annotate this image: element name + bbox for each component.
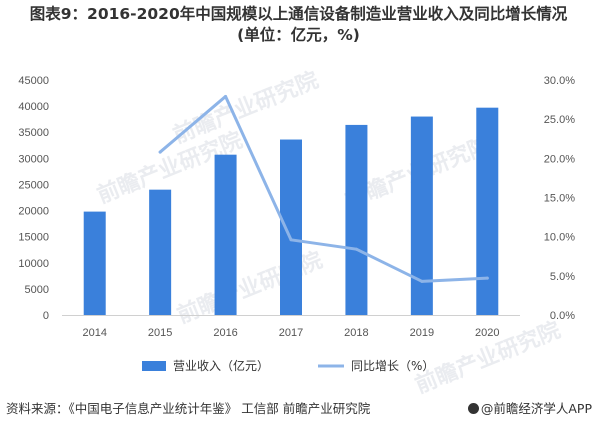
legend-label-line: 同比增长（%） [351, 359, 434, 373]
y-right-tick-label: 20.0% [544, 153, 575, 165]
y-left-tick-label: 35000 [18, 127, 49, 139]
y-left-tick-label: 30000 [18, 153, 49, 165]
y-left-tick-label: 15000 [18, 232, 49, 244]
x-tick-label: 2017 [279, 327, 303, 339]
brand-logo-icon [467, 403, 479, 414]
growth-rate-point [158, 150, 162, 154]
chart-title-line2: (单位：亿元，%) [237, 26, 360, 44]
x-tick-label: 2020 [475, 327, 499, 339]
bar-2014 [83, 211, 106, 315]
y-left-tick-label: 25000 [18, 179, 49, 191]
bar-2015 [149, 189, 172, 315]
y-right-tick-label: 15.0% [544, 193, 575, 205]
footer: 资料来源：《中国电子信息产业统计年鉴》 工信部 前瞻产业研究院 @前瞻经济学人A… [0, 398, 597, 418]
brand-text: @前瞻经济学人APP [480, 401, 592, 416]
bar-2016 [214, 154, 237, 315]
legend-swatch-bar [142, 361, 166, 371]
bar-2018 [345, 124, 368, 316]
x-tick-label: 2019 [410, 327, 434, 339]
y-left-tick-label: 10000 [18, 258, 49, 270]
growth-rate-point [224, 94, 228, 98]
growth-rate-point [354, 247, 358, 251]
bar-2017 [280, 139, 302, 315]
bar-2020 [476, 107, 499, 315]
x-tick-label: 2016 [213, 327, 237, 339]
bar-2019 [410, 116, 433, 315]
y-left-tick-label: 40000 [18, 101, 49, 113]
growth-rate-point [485, 276, 489, 280]
y-right-tick-label: 5.0% [550, 271, 575, 283]
x-tick-label: 2014 [82, 327, 106, 339]
y-left-tick-label: 0 [43, 310, 49, 322]
chart-canvas: 0 5000 10000 15000 20000 25000 30000 35000 40000… [18, 75, 575, 373]
y-left-tick-label: 20000 [18, 206, 49, 218]
y-left-tick-label: 5000 [25, 284, 49, 296]
y-right-tick-label: 10.0% [544, 232, 575, 244]
legend-label-bar: 营业收入（亿元） [173, 358, 269, 373]
y-right-tick-label: 25.0% [544, 114, 575, 126]
y-left-tick-label: 45000 [18, 75, 49, 87]
growth-rate-point [289, 238, 293, 242]
y-right-tick-label: 30.0% [544, 75, 575, 87]
chart-title-line1: 图表9：2016-2020年中国规模以上通信设备制造业营业收入及同比增长情况 [29, 5, 568, 23]
growth-rate-point [420, 279, 424, 283]
growth-rate-line [158, 94, 489, 283]
x-tick-label: 2015 [148, 327, 172, 339]
chart-title: 图表9：2016-2020年中国规模以上通信设备制造业营业收入及同比增长情况 (… [0, 4, 597, 46]
source-note: 资料来源：《中国电子信息产业统计年鉴》 工信部 前瞻产业研究院 [6, 401, 371, 416]
x-tick-label: 2018 [344, 327, 368, 339]
y-right-tick-label: 0.0% [550, 310, 575, 322]
brand-credit: @前瞻经济学人APP [467, 398, 592, 417]
